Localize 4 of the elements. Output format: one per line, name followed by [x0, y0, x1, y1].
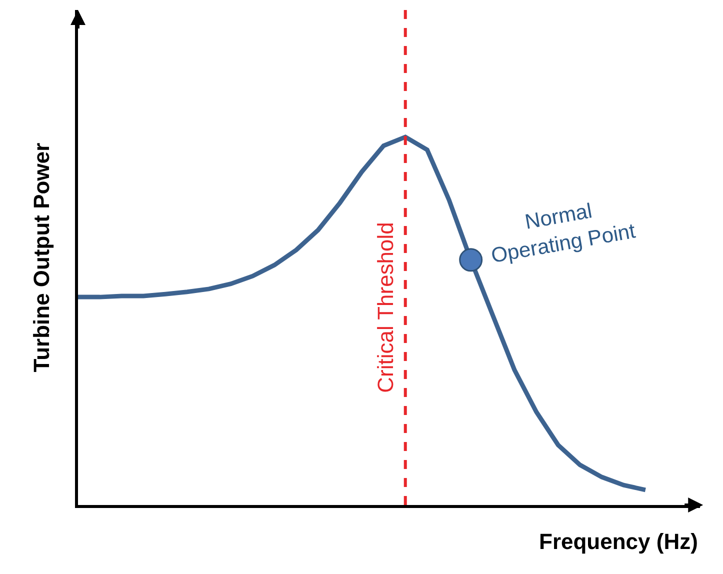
annotation: Normal Operating Point	[489, 200, 638, 268]
x-axis-title: Frequency (Hz)	[539, 529, 698, 554]
annotation: Critical Threshold	[372, 222, 398, 393]
y-axis-title: Turbine Output Power	[29, 142, 54, 372]
